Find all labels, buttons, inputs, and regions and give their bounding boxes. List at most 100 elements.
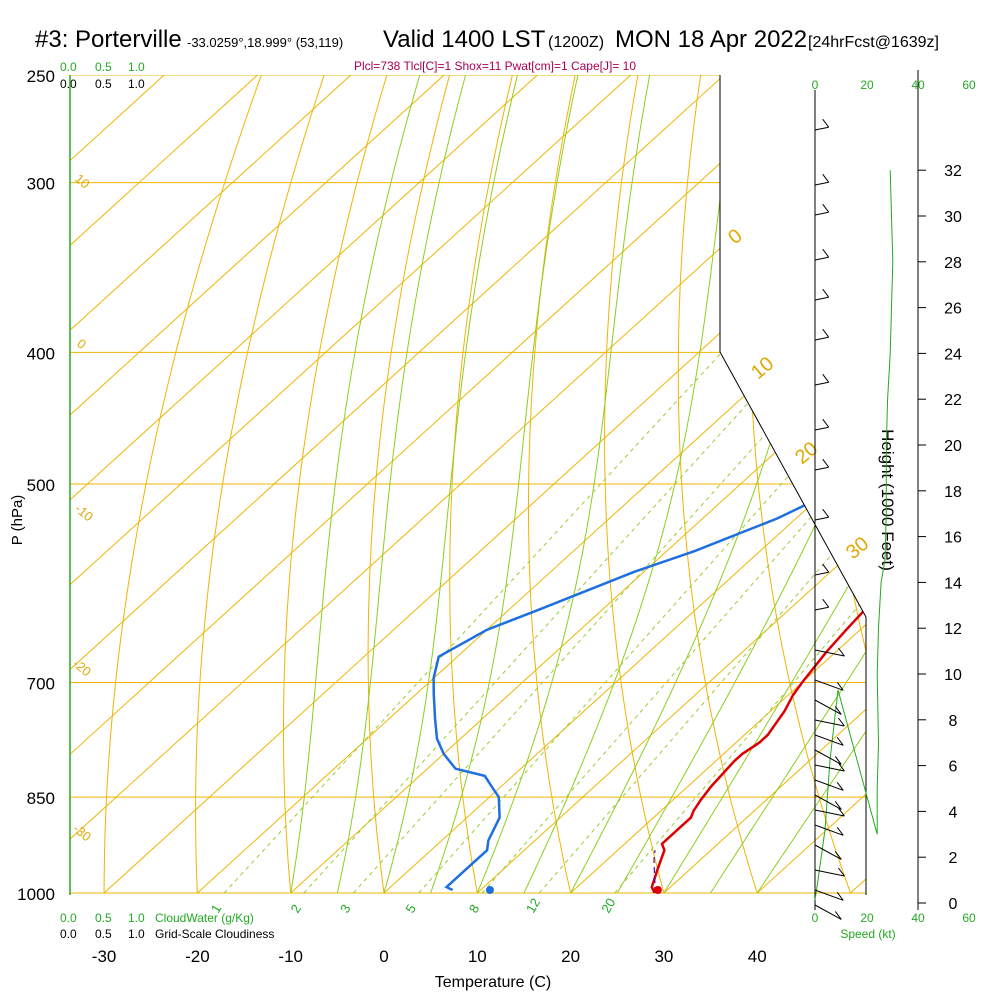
mixing-ratio-label: 5 bbox=[402, 902, 419, 916]
cloud-scale-top-black: 1.0 bbox=[128, 77, 145, 91]
chart-profiles bbox=[432, 92, 866, 894]
mixing-ratio-label: 3 bbox=[337, 902, 354, 916]
wind-barb bbox=[814, 749, 842, 765]
wind-barb-flag bbox=[836, 891, 844, 901]
temperature-line bbox=[650, 101, 866, 894]
moist-adiabat bbox=[756, 75, 866, 894]
wind-barb bbox=[814, 256, 829, 261]
temperature-tick-label: 0 bbox=[379, 947, 388, 966]
height-tick-label: 32 bbox=[944, 163, 962, 180]
wind-barb bbox=[814, 296, 829, 301]
valid-date: MON 18 Apr 2022 bbox=[615, 26, 807, 53]
wind-barb bbox=[814, 606, 829, 611]
speed-tick-bottom: 40 bbox=[911, 911, 925, 925]
moist-adiabat bbox=[710, 75, 866, 894]
height-tick-label: 4 bbox=[949, 804, 958, 821]
dry-adiabat bbox=[103, 75, 262, 893]
chart-grid bbox=[70, 75, 1000, 894]
wind-barb-flag bbox=[834, 801, 842, 810]
moist-adiabat bbox=[476, 75, 651, 894]
height-tick-label: 16 bbox=[944, 530, 962, 547]
wind-barb bbox=[814, 381, 829, 386]
wind-barb bbox=[814, 904, 842, 920]
isotherm-label: 10 bbox=[747, 353, 778, 384]
mixing-ratio-line bbox=[614, 351, 866, 894]
wind-barb bbox=[814, 426, 829, 431]
speed-tick-top: 0 bbox=[812, 78, 819, 92]
valid-utc: (1200Z) bbox=[548, 34, 604, 51]
dry-adiabat bbox=[195, 75, 325, 894]
speed-axis-label: Speed (kt) bbox=[840, 927, 895, 941]
dewpoint-line bbox=[432, 92, 866, 892]
dry-adiabat bbox=[677, 75, 758, 894]
pressure-tick-label: 300 bbox=[27, 175, 55, 194]
moist-adiabat bbox=[383, 75, 518, 894]
wind-barb bbox=[814, 211, 829, 216]
moist-adiabat bbox=[523, 75, 738, 894]
height-tick-label: 6 bbox=[949, 759, 958, 776]
dry-adiabat-label: -20 bbox=[70, 656, 94, 680]
wind-barb bbox=[814, 734, 844, 746]
mixing-ratio-label: 20 bbox=[598, 895, 618, 915]
wind-barb-flag bbox=[838, 762, 845, 772]
height-tick-label: 0 bbox=[949, 896, 958, 913]
cloud-scale-bottom-green: 1.0 bbox=[128, 911, 145, 925]
height-tick-label: 14 bbox=[944, 575, 962, 592]
wind-barb-flag bbox=[822, 373, 830, 383]
wind-barb-flag bbox=[836, 826, 844, 836]
height-tick-label: 2 bbox=[949, 850, 958, 867]
temperature-tick-label: -10 bbox=[278, 947, 303, 966]
wind-barb-flag bbox=[838, 717, 845, 727]
sounding-params: Plcl=738 Tlcl[C]=1 Shox=11 Pwat[cm]=1 Ca… bbox=[354, 59, 636, 73]
isotherm-line bbox=[663, 75, 866, 894]
wind-barb-flag bbox=[838, 867, 845, 877]
dry-adiabat-label: -10 bbox=[72, 501, 96, 525]
moist-adiabat bbox=[336, 75, 467, 894]
isotherm-line bbox=[70, 75, 632, 894]
moist-adiabat bbox=[663, 75, 866, 894]
height-tick-label: 8 bbox=[949, 713, 958, 730]
wind-barb bbox=[814, 809, 845, 817]
height-tick-label: 24 bbox=[944, 346, 962, 363]
dry-adiabat bbox=[283, 75, 388, 894]
dry-adiabat bbox=[449, 75, 513, 894]
cloud-scale-top-green: 0.0 bbox=[60, 60, 77, 74]
surface-temperature-marker bbox=[653, 886, 662, 894]
wind-barb-flag bbox=[834, 756, 842, 765]
pressure-tick-label: 1000 bbox=[17, 885, 55, 904]
speed-tick-top: 40 bbox=[911, 78, 925, 92]
dry-adiabat bbox=[886, 75, 1000, 893]
wind-barb-flag bbox=[822, 328, 830, 338]
wind-barb-flag bbox=[822, 418, 830, 428]
height-tick-label: 10 bbox=[944, 667, 962, 684]
cloud-scale-top-black: 0.0 bbox=[60, 77, 77, 91]
mixing-ratio-label: 2 bbox=[288, 902, 305, 916]
dry-adiabat bbox=[528, 75, 576, 894]
isotherm-line bbox=[476, 75, 866, 894]
temperature-tick-label: 30 bbox=[654, 947, 673, 966]
isotherm-line bbox=[70, 75, 538, 894]
temperature-tick-label: -30 bbox=[92, 947, 117, 966]
pressure-tick-label: 400 bbox=[27, 344, 55, 363]
isotherm-line bbox=[197, 75, 866, 894]
height-tick-label: 12 bbox=[944, 621, 962, 638]
cloud-scale-bottom-black: 0.0 bbox=[60, 927, 77, 941]
wind-barb bbox=[814, 649, 845, 657]
cloud-scale: 0.0 0.0 0.0 0.0 0.5 0.5 0.5 0.5 1.0 1.0 1.0 1.0 bbox=[60, 60, 145, 941]
temperature-tick-label: 40 bbox=[748, 947, 767, 966]
cloud-scale-top-green: 0.5 bbox=[95, 60, 112, 74]
wind-barb bbox=[814, 126, 829, 131]
mixing-ratio-label: 8 bbox=[466, 902, 483, 916]
cloud-scale-bottom-black: 0.5 bbox=[95, 927, 112, 941]
wind-barb bbox=[814, 869, 845, 877]
valid-time: Valid 1400 LST bbox=[383, 26, 546, 53]
wind-barb-flag bbox=[822, 598, 830, 608]
pressure-tick-label: 850 bbox=[27, 789, 55, 808]
height-tick-label: 30 bbox=[944, 209, 962, 226]
mixing-ratio-line bbox=[303, 351, 795, 894]
wind-barb-flag bbox=[834, 911, 842, 920]
temperature-tick-label: 20 bbox=[561, 947, 580, 966]
isotherm-line bbox=[70, 75, 445, 894]
